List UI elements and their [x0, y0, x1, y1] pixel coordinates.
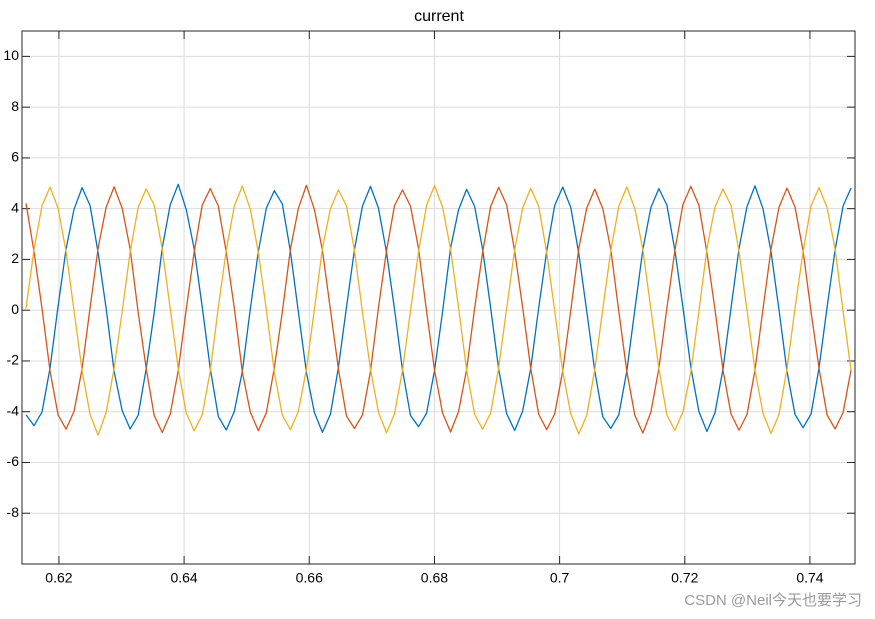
x-tick-label: 0.68 — [421, 570, 448, 586]
x-tick-label: 0.74 — [796, 570, 823, 586]
x-tick-label: 0.62 — [45, 570, 72, 586]
y-tick-label: 0 — [11, 301, 19, 317]
y-tick-label: -2 — [7, 352, 20, 368]
y-tick-label: 8 — [11, 98, 19, 114]
y-tick-label: 4 — [11, 199, 19, 215]
y-tick-label: 2 — [11, 250, 19, 266]
plot-area — [25, 183, 852, 436]
plot-frame — [21, 30, 856, 565]
y-tick-label: -4 — [7, 402, 20, 418]
series-line — [25, 184, 852, 434]
y-tick-label: -6 — [7, 453, 20, 469]
x-tick-label: 0.66 — [296, 570, 323, 586]
series-line — [25, 183, 852, 433]
y-tick-label: -8 — [7, 504, 20, 520]
x-tick-label: 0.72 — [671, 570, 698, 586]
y-tick-label: 6 — [11, 149, 19, 165]
x-tick-label: 0.7 — [550, 570, 570, 586]
watermark: CSDN @Neil今天也要学习 — [684, 592, 862, 609]
x-tick-label: 0.64 — [170, 570, 197, 586]
series-line — [25, 184, 852, 436]
chart-title: current — [414, 8, 464, 25]
y-tick-label: 10 — [3, 47, 19, 63]
